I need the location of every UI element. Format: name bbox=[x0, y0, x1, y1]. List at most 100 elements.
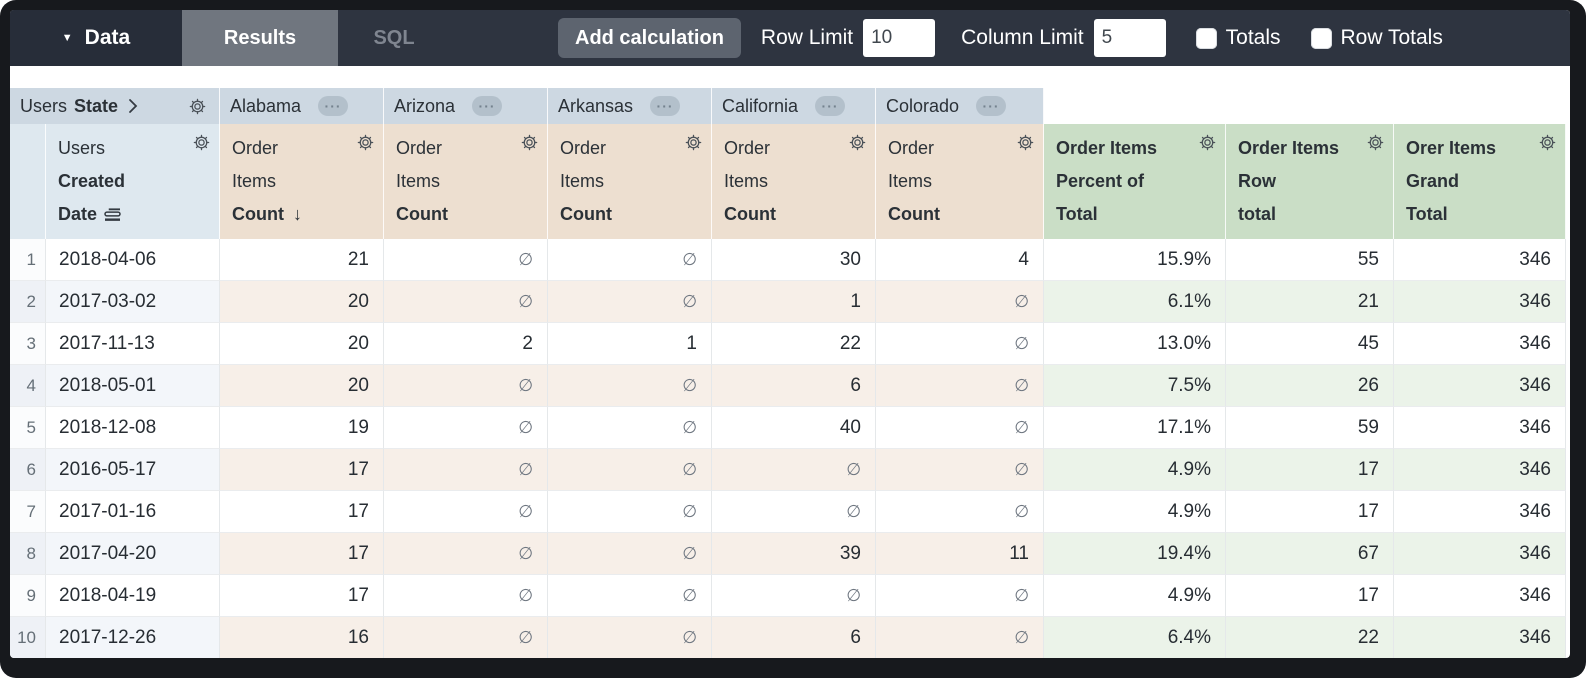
date-cell[interactable]: 2017-04-20 bbox=[46, 533, 220, 575]
measure-cell[interactable]: 1 bbox=[712, 281, 876, 323]
gear-icon[interactable] bbox=[685, 134, 702, 151]
measure-cell[interactable]: ∅ bbox=[876, 449, 1044, 491]
date-cell[interactable]: 2017-12-26 bbox=[46, 617, 220, 658]
gear-icon[interactable] bbox=[849, 134, 866, 151]
calculation-column-header[interactable]: Orer Items Grand Total bbox=[1394, 124, 1566, 239]
measure-cell[interactable]: 20 bbox=[220, 281, 384, 323]
more-options-icon[interactable]: ··· bbox=[976, 96, 1007, 116]
more-options-icon[interactable]: ··· bbox=[318, 96, 349, 116]
column-limit-input[interactable] bbox=[1093, 19, 1166, 57]
measure-cell[interactable]: ∅ bbox=[548, 365, 712, 407]
percent-of-total-cell[interactable]: 6.4% bbox=[1044, 617, 1226, 658]
row-total-cell[interactable]: 17 bbox=[1226, 491, 1394, 533]
grand-total-cell[interactable]: 346 bbox=[1394, 575, 1566, 617]
more-options-icon[interactable]: ··· bbox=[815, 96, 846, 116]
row-limit-input[interactable] bbox=[863, 19, 936, 57]
measure-cell[interactable]: ∅ bbox=[548, 239, 712, 281]
pivot-value-header[interactable]: Arizona ··· bbox=[384, 88, 548, 124]
totals-checkbox[interactable] bbox=[1195, 27, 1217, 49]
measure-cell[interactable]: ∅ bbox=[876, 281, 1044, 323]
pivot-value-header[interactable]: California ··· bbox=[712, 88, 876, 124]
gear-icon[interactable] bbox=[1539, 134, 1556, 151]
row-total-cell[interactable]: 17 bbox=[1226, 575, 1394, 617]
more-options-icon[interactable]: ··· bbox=[650, 96, 681, 116]
measure-cell[interactable]: 6 bbox=[712, 365, 876, 407]
row-total-cell[interactable]: 59 bbox=[1226, 407, 1394, 449]
measure-cell[interactable]: 2 bbox=[384, 323, 548, 365]
measure-column-header[interactable]: Order Items Count bbox=[548, 124, 712, 239]
pivot-dimension-header[interactable]: Users State bbox=[10, 88, 220, 124]
calculation-column-header[interactable]: Order Items Percent of Total bbox=[1044, 124, 1226, 239]
measure-cell[interactable]: 11 bbox=[876, 533, 1044, 575]
measure-cell[interactable]: 17 bbox=[220, 533, 384, 575]
measure-cell[interactable]: ∅ bbox=[876, 617, 1044, 658]
measure-cell[interactable]: ∅ bbox=[384, 281, 548, 323]
pivot-value-header[interactable]: Arkansas ··· bbox=[548, 88, 712, 124]
data-menu-tab[interactable]: ▼ Data bbox=[10, 10, 182, 66]
measure-cell[interactable]: ∅ bbox=[548, 617, 712, 658]
row-total-cell[interactable]: 21 bbox=[1226, 281, 1394, 323]
grand-total-cell[interactable]: 346 bbox=[1394, 365, 1566, 407]
measure-cell[interactable]: ∅ bbox=[384, 365, 548, 407]
percent-of-total-cell[interactable]: 4.9% bbox=[1044, 491, 1226, 533]
measure-cell[interactable]: 20 bbox=[220, 323, 384, 365]
row-total-cell[interactable]: 67 bbox=[1226, 533, 1394, 575]
measure-cell[interactable]: 17 bbox=[220, 491, 384, 533]
date-cell[interactable]: 2018-04-19 bbox=[46, 575, 220, 617]
measure-cell[interactable]: ∅ bbox=[384, 407, 548, 449]
date-cell[interactable]: 2018-12-08 bbox=[46, 407, 220, 449]
date-cell[interactable]: 2016-05-17 bbox=[46, 449, 220, 491]
gear-icon[interactable] bbox=[357, 134, 374, 151]
measure-column-header[interactable]: Order Items Count bbox=[712, 124, 876, 239]
measure-cell[interactable]: ∅ bbox=[548, 575, 712, 617]
measure-cell[interactable]: ∅ bbox=[548, 533, 712, 575]
measure-cell[interactable]: ∅ bbox=[876, 407, 1044, 449]
measure-cell[interactable]: ∅ bbox=[548, 449, 712, 491]
gear-icon[interactable] bbox=[1199, 134, 1216, 151]
percent-of-total-cell[interactable]: 4.9% bbox=[1044, 575, 1226, 617]
measure-cell[interactable]: ∅ bbox=[384, 449, 548, 491]
measure-cell[interactable]: ∅ bbox=[384, 533, 548, 575]
measure-cell[interactable]: 22 bbox=[712, 323, 876, 365]
date-cell[interactable]: 2018-04-06 bbox=[46, 239, 220, 281]
more-options-icon[interactable]: ··· bbox=[472, 96, 503, 116]
grand-total-cell[interactable]: 346 bbox=[1394, 491, 1566, 533]
date-cell[interactable]: 2017-03-02 bbox=[46, 281, 220, 323]
date-cell[interactable]: 2017-11-13 bbox=[46, 323, 220, 365]
measure-column-header[interactable]: Order Items Count bbox=[384, 124, 548, 239]
measure-cell[interactable]: ∅ bbox=[548, 407, 712, 449]
row-total-cell[interactable]: 17 bbox=[1226, 449, 1394, 491]
measure-cell[interactable]: ∅ bbox=[548, 491, 712, 533]
measure-cell[interactable]: 1 bbox=[548, 323, 712, 365]
measure-column-header[interactable]: Order Items Count bbox=[876, 124, 1044, 239]
grand-total-cell[interactable]: 346 bbox=[1394, 323, 1566, 365]
grand-total-cell[interactable]: 346 bbox=[1394, 281, 1566, 323]
grand-total-cell[interactable]: 346 bbox=[1394, 449, 1566, 491]
grand-total-cell[interactable]: 346 bbox=[1394, 239, 1566, 281]
date-cell[interactable]: 2018-05-01 bbox=[46, 365, 220, 407]
gear-icon[interactable] bbox=[521, 134, 538, 151]
calculation-column-header[interactable]: Order Items Row total bbox=[1226, 124, 1394, 239]
gear-icon[interactable] bbox=[189, 98, 206, 115]
percent-of-total-cell[interactable]: 17.1% bbox=[1044, 407, 1226, 449]
grand-total-cell[interactable]: 346 bbox=[1394, 533, 1566, 575]
percent-of-total-cell[interactable]: 13.0% bbox=[1044, 323, 1226, 365]
measure-cell[interactable]: ∅ bbox=[876, 491, 1044, 533]
measure-cell[interactable]: ∅ bbox=[876, 365, 1044, 407]
gear-icon[interactable] bbox=[193, 134, 210, 151]
grand-total-cell[interactable]: 346 bbox=[1394, 617, 1566, 658]
measure-cell[interactable]: 39 bbox=[712, 533, 876, 575]
measure-cell[interactable]: ∅ bbox=[712, 575, 876, 617]
percent-of-total-cell[interactable]: 19.4% bbox=[1044, 533, 1226, 575]
measure-column-header[interactable]: Order Items Count ↓ bbox=[220, 124, 384, 239]
measure-cell[interactable]: ∅ bbox=[876, 575, 1044, 617]
percent-of-total-cell[interactable]: 7.5% bbox=[1044, 365, 1226, 407]
row-total-cell[interactable]: 22 bbox=[1226, 617, 1394, 658]
measure-cell[interactable]: ∅ bbox=[384, 239, 548, 281]
add-calculation-button[interactable]: Add calculation bbox=[558, 18, 741, 58]
pivot-value-header[interactable]: Colorado ··· bbox=[876, 88, 1044, 124]
measure-cell[interactable]: 17 bbox=[220, 449, 384, 491]
row-total-cell[interactable]: 26 bbox=[1226, 365, 1394, 407]
sort-desc-icon[interactable]: ↓ bbox=[292, 204, 302, 224]
percent-of-total-cell[interactable]: 6.1% bbox=[1044, 281, 1226, 323]
